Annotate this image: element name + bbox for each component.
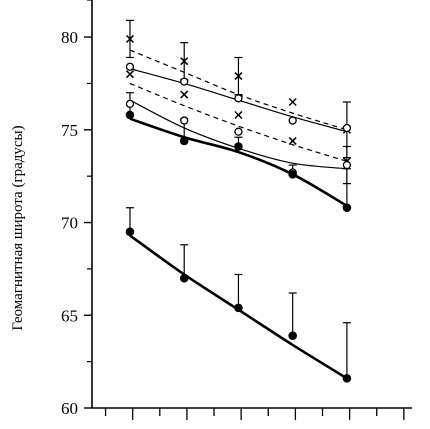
filled-circle-marker xyxy=(234,142,243,151)
open-circle-marker xyxy=(125,62,135,71)
y-tick-label: 80 xyxy=(61,28,78,47)
y-tick-label: 65 xyxy=(61,306,78,325)
open-circle-marker xyxy=(288,116,297,125)
cross-marker xyxy=(180,57,189,66)
open-circle-marker xyxy=(180,77,189,86)
filled-circle-marker xyxy=(288,170,297,179)
filled-circle-marker xyxy=(179,273,189,283)
open-circle-marker xyxy=(234,94,243,103)
y-axis-title: Геомагнитная широта (градусы) xyxy=(10,125,26,330)
cross-marker xyxy=(234,72,243,81)
filled-circle-marker xyxy=(125,110,135,120)
y-tick-label: 75 xyxy=(61,121,78,140)
y-tick-label: 70 xyxy=(61,214,78,233)
cross-marker xyxy=(180,90,189,99)
error-bars xyxy=(125,19,351,379)
fit-curve-series-3 xyxy=(129,82,348,162)
filled-circle-marker xyxy=(342,203,352,213)
filled-circle-marker xyxy=(342,374,352,383)
axes: 60 65 70 75 80 xyxy=(61,0,412,420)
cross-marker xyxy=(125,34,134,43)
open-circle-marker xyxy=(342,160,352,170)
open-circle-marker xyxy=(180,116,189,125)
filled-circle-marker xyxy=(234,303,243,313)
filled-circle-marker xyxy=(125,227,135,237)
cross-marker xyxy=(288,136,297,145)
cross-marker xyxy=(288,97,297,107)
y-tick-label: 60 xyxy=(61,399,78,418)
open-circle-marker xyxy=(125,99,135,109)
cross-marker xyxy=(125,70,134,79)
open-circle-marker xyxy=(234,127,243,136)
data-markers xyxy=(125,34,352,383)
fit-curve-series-5 xyxy=(129,117,348,207)
cross-marker xyxy=(234,110,243,120)
filled-circle-marker xyxy=(288,331,297,340)
open-circle-marker xyxy=(342,123,352,133)
filled-circle-marker xyxy=(179,136,189,146)
